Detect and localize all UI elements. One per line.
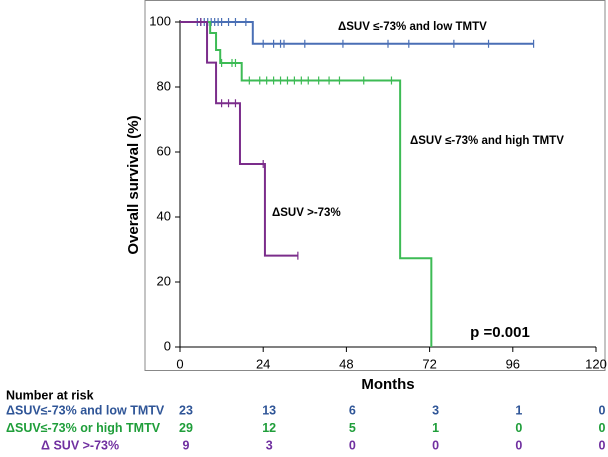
x-tick-label: 120 <box>585 356 607 371</box>
risk-value: 13 <box>262 403 276 417</box>
survival-curve <box>180 21 534 45</box>
frame <box>144 0 606 371</box>
risk-value: 0 <box>515 438 522 452</box>
p-value: p =0.001 <box>470 324 530 341</box>
risk-value: 3 <box>432 403 439 417</box>
risk-title: Number at risk <box>6 388 94 402</box>
x-tick-label: 96 <box>506 356 520 371</box>
risk-value: 9 <box>183 438 190 452</box>
risk-value: 0 <box>432 438 439 452</box>
risk-value: 3 <box>266 438 273 452</box>
risk-value: 23 <box>179 403 193 417</box>
risk-value: 5 <box>349 421 356 435</box>
risk-value: 1 <box>432 421 439 435</box>
risk-label: Δ SUV >-73% <box>41 438 119 452</box>
y-axis-title: Overall survival (%) <box>125 115 142 254</box>
risk-value: 12 <box>262 421 276 435</box>
x-tick-label: 0 <box>176 356 183 371</box>
y-tick-label: 60 <box>157 143 171 158</box>
risk-value: 0 <box>349 438 356 452</box>
curve-label: ΔSUV >-73% <box>272 207 341 219</box>
survival-curve <box>180 21 298 257</box>
y-tick-label: 80 <box>157 78 171 93</box>
risk-value: 6 <box>349 403 356 417</box>
curve-label: ΔSUV ≤-73% and low TMTV <box>338 21 487 33</box>
y-tick-label: 20 <box>157 273 171 288</box>
x-tick-label: 24 <box>256 356 270 371</box>
risk-value: 0 <box>599 403 606 417</box>
risk-label: ΔSUV≤-73% or high TMTV <box>6 421 161 435</box>
risk-value: 29 <box>179 421 193 435</box>
risk-value: 0 <box>515 421 522 435</box>
risk-value: 1 <box>515 403 522 417</box>
risk-value: 0 <box>599 438 606 452</box>
curve-label: ΔSUV ≤-73% and high TMTV <box>410 135 564 147</box>
x-tick-label: 48 <box>339 356 353 371</box>
survival-curve <box>180 21 433 347</box>
y-tick-label: 100 <box>149 13 171 28</box>
x-axis-title: Months <box>361 376 414 393</box>
y-tick-label: 40 <box>157 208 171 223</box>
risk-label: ΔSUV≤-73% and low TMTV <box>6 403 165 417</box>
y-tick-label: 0 <box>164 338 171 353</box>
risk-value: 0 <box>599 421 606 435</box>
x-tick-label: 72 <box>422 356 436 371</box>
